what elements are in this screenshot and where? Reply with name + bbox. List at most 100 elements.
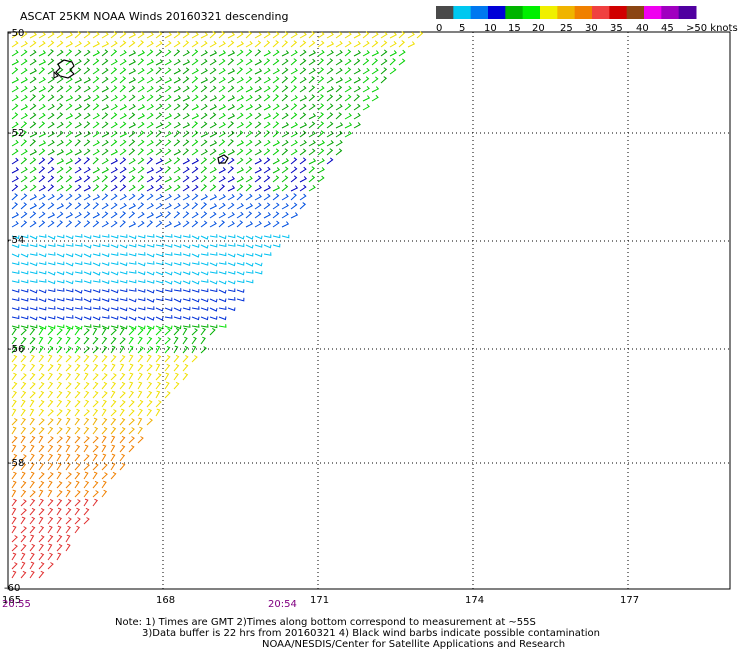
wind-barb (74, 355, 81, 363)
wind-barb (299, 202, 307, 210)
wind-barb (182, 306, 191, 311)
wind-barb (74, 139, 81, 147)
wind-barb (20, 417, 26, 426)
wind-barb (128, 94, 136, 102)
wind-barb (128, 50, 137, 57)
wind-barb (47, 76, 55, 84)
wind-barb (20, 49, 28, 57)
wind-barb (380, 40, 388, 48)
wind-barb (101, 184, 108, 192)
wind-barb (65, 327, 71, 336)
wind-barb (236, 279, 245, 284)
wind-barb (29, 453, 35, 462)
wind-barb (65, 444, 71, 453)
wind-barb (191, 139, 199, 147)
wind-barb (236, 193, 244, 201)
wind-barb (146, 184, 154, 192)
wind-barb (299, 139, 307, 147)
wind-barb (317, 94, 324, 102)
wind-barb (65, 372, 72, 381)
wind-barb (245, 244, 254, 249)
wind-barb (290, 202, 298, 210)
wind-barb (200, 131, 209, 138)
wind-barb (299, 67, 307, 75)
wind-barb (119, 175, 127, 183)
wind-barb (218, 306, 227, 311)
wind-barb (110, 158, 118, 165)
wind-barb (353, 50, 361, 57)
wind-barb (65, 76, 73, 84)
wind-barb (119, 345, 125, 354)
wind-barb (227, 149, 236, 156)
wind-barb (101, 121, 109, 129)
wind-barb (137, 252, 146, 256)
wind-barb (245, 253, 254, 257)
wind-barb (236, 235, 245, 240)
wind-barb (110, 453, 116, 462)
wind-barb (38, 418, 45, 426)
wind-barb (83, 328, 90, 336)
wind-barb (146, 327, 152, 336)
wind-barb (200, 184, 208, 192)
wind-barb (281, 122, 289, 129)
wind-barb (128, 261, 137, 265)
wind-barb (263, 139, 271, 147)
wind-barb (218, 243, 227, 248)
wind-barb (20, 130, 27, 138)
wind-barb (56, 525, 62, 534)
wind-barb (272, 85, 279, 93)
wind-barb (11, 489, 17, 498)
wind-barb (101, 408, 107, 417)
wind-barb (38, 306, 47, 311)
legend-label: 10 (484, 23, 497, 34)
wind-barb (281, 50, 290, 57)
wind-barb (11, 544, 18, 552)
wind-barb (137, 363, 144, 372)
wind-barb (47, 562, 54, 570)
wind-barb (56, 534, 63, 543)
wind-barb (173, 31, 181, 39)
wind-barb (119, 31, 127, 39)
wind-barb (56, 498, 63, 507)
wind-barb (164, 176, 173, 183)
wind-barb (119, 113, 127, 120)
wind-barb (137, 426, 143, 435)
wind-barb (92, 324, 101, 328)
wind-barb (92, 363, 99, 372)
wind-barb (272, 220, 280, 228)
wind-barb (236, 76, 244, 84)
wind-barb (119, 288, 128, 293)
wind-barb (344, 49, 352, 57)
wind-barb (119, 49, 127, 57)
wind-barb (38, 363, 44, 372)
wind-barb (119, 166, 127, 174)
wind-barb (281, 158, 289, 165)
wind-barb (110, 85, 118, 93)
wind-barb (182, 139, 190, 147)
wind-barb (191, 211, 199, 219)
wind-barb (20, 306, 29, 311)
wind-barb (308, 158, 317, 165)
wind-barb (407, 41, 416, 48)
wind-barb (191, 253, 200, 258)
wind-barb (227, 288, 236, 293)
wind-barb (83, 280, 92, 284)
wind-barb (227, 234, 236, 239)
wind-barb (110, 121, 118, 129)
wind-barb (209, 316, 218, 320)
wind-barb (128, 390, 134, 399)
wind-barb (101, 327, 107, 336)
wind-barb (245, 112, 253, 120)
wind-barb (92, 271, 101, 276)
wind-barb (74, 270, 83, 275)
wind-barb (119, 435, 126, 444)
wind-barb (272, 112, 280, 120)
wind-barb (281, 234, 290, 239)
wind-barb (11, 306, 20, 311)
wind-barb (272, 130, 280, 138)
wind-barb (236, 289, 245, 293)
wind-barb (299, 184, 307, 192)
wind-barb (335, 85, 343, 93)
wind-barb (254, 262, 263, 267)
wind-barb (200, 244, 209, 249)
